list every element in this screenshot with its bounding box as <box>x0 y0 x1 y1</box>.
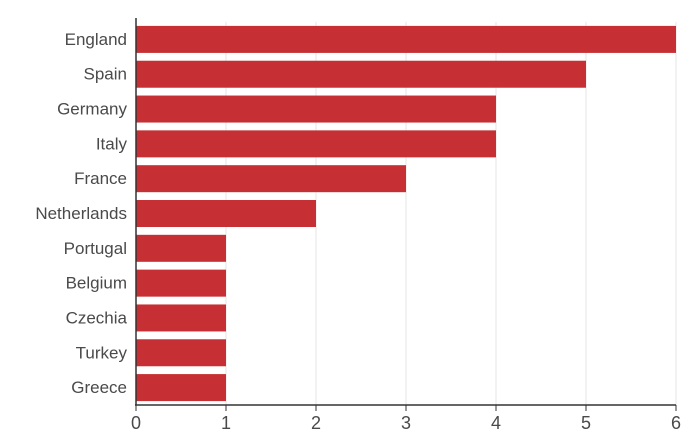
bar-france <box>136 165 406 193</box>
category-label-spain: Spain <box>84 65 127 84</box>
category-label-italy: Italy <box>96 134 128 153</box>
category-label-netherlands: Netherlands <box>35 204 127 223</box>
bar-netherlands <box>136 200 316 227</box>
bar-portugal <box>136 234 226 262</box>
category-label-greece: Greece <box>71 378 127 397</box>
axes <box>135 18 677 411</box>
bar-spain <box>136 60 586 88</box>
x-tick-label-4: 4 <box>491 413 501 433</box>
category-label-germany: Germany <box>57 100 127 119</box>
x-tick-label-0: 0 <box>131 413 141 433</box>
bar-belgium <box>136 269 226 297</box>
x-tick-label-2: 2 <box>311 413 321 433</box>
x-tick-label-3: 3 <box>401 413 411 433</box>
bar-italy <box>136 130 496 158</box>
category-labels: England Spain Germany Italy France Netherland… <box>35 30 127 397</box>
bar-england <box>136 25 676 53</box>
bar-greece <box>136 374 226 402</box>
category-label-czechia: Czechia <box>66 308 128 327</box>
bar-germany <box>136 95 496 123</box>
x-tick-label-1: 1 <box>221 413 231 433</box>
x-tick-labels: 0 1 2 3 4 5 6 <box>131 413 681 433</box>
category-label-france: France <box>74 169 127 188</box>
category-label-belgium: Belgium <box>66 274 127 293</box>
bar-czechia <box>136 304 226 332</box>
category-label-england: England <box>65 30 127 49</box>
bar-turkey <box>136 339 226 367</box>
x-tick-label-6: 6 <box>671 413 681 433</box>
category-label-portugal: Portugal <box>64 239 127 258</box>
x-tick-label-5: 5 <box>581 413 591 433</box>
category-label-turkey: Turkey <box>76 343 128 362</box>
bars <box>136 25 676 402</box>
